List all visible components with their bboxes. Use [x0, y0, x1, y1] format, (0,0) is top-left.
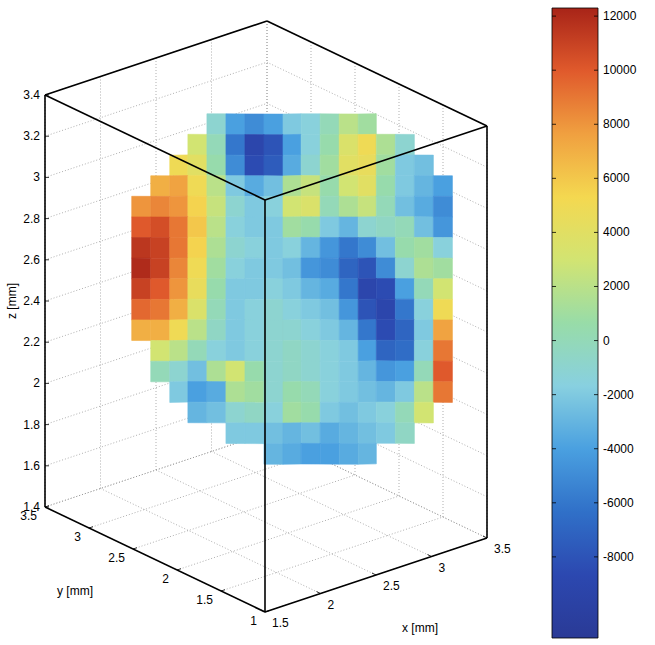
svg-text:3.2: 3.2: [23, 129, 40, 143]
svg-text:4000: 4000: [603, 225, 630, 239]
svg-text:2: 2: [162, 572, 169, 586]
svg-text:1.5: 1.5: [272, 616, 289, 630]
svg-text:2.6: 2.6: [23, 253, 40, 267]
svg-text:3: 3: [74, 530, 81, 544]
svg-text:8000: 8000: [603, 117, 630, 131]
svg-text:1.8: 1.8: [23, 418, 40, 432]
svg-text:2.8: 2.8: [23, 212, 40, 226]
svg-text:-2000: -2000: [603, 388, 634, 402]
svg-text:3.5: 3.5: [494, 542, 511, 556]
svg-text:2.5: 2.5: [383, 579, 400, 593]
svg-text:3.5: 3.5: [20, 509, 37, 523]
svg-text:3: 3: [33, 170, 40, 184]
svg-text:2: 2: [33, 376, 40, 390]
svg-text:2.4: 2.4: [23, 294, 40, 308]
svg-text:1.5: 1.5: [196, 593, 213, 607]
svg-text:3: 3: [439, 561, 446, 575]
svg-text:0: 0: [603, 334, 610, 348]
svg-text:2: 2: [328, 598, 335, 612]
svg-text:2.2: 2.2: [23, 335, 40, 349]
svg-text:1: 1: [250, 614, 257, 628]
svg-text:12000: 12000: [603, 9, 637, 23]
svg-text:x [mm]: x [mm]: [402, 621, 438, 635]
svg-text:10000: 10000: [603, 63, 637, 77]
svg-text:6000: 6000: [603, 171, 630, 185]
svg-text:2.5: 2.5: [108, 551, 125, 565]
svg-text:y [mm]: y [mm]: [57, 584, 93, 598]
svg-text:3.4: 3.4: [23, 88, 40, 102]
svg-text:2000: 2000: [603, 279, 630, 293]
svg-text:1.4: 1.4: [23, 500, 40, 514]
svg-text:-6000: -6000: [603, 496, 634, 510]
svg-text:-8000: -8000: [603, 550, 634, 564]
svg-text:1.6: 1.6: [23, 459, 40, 473]
svg-text:-4000: -4000: [603, 442, 634, 456]
svg-text:z [mm]: z [mm]: [5, 283, 19, 319]
